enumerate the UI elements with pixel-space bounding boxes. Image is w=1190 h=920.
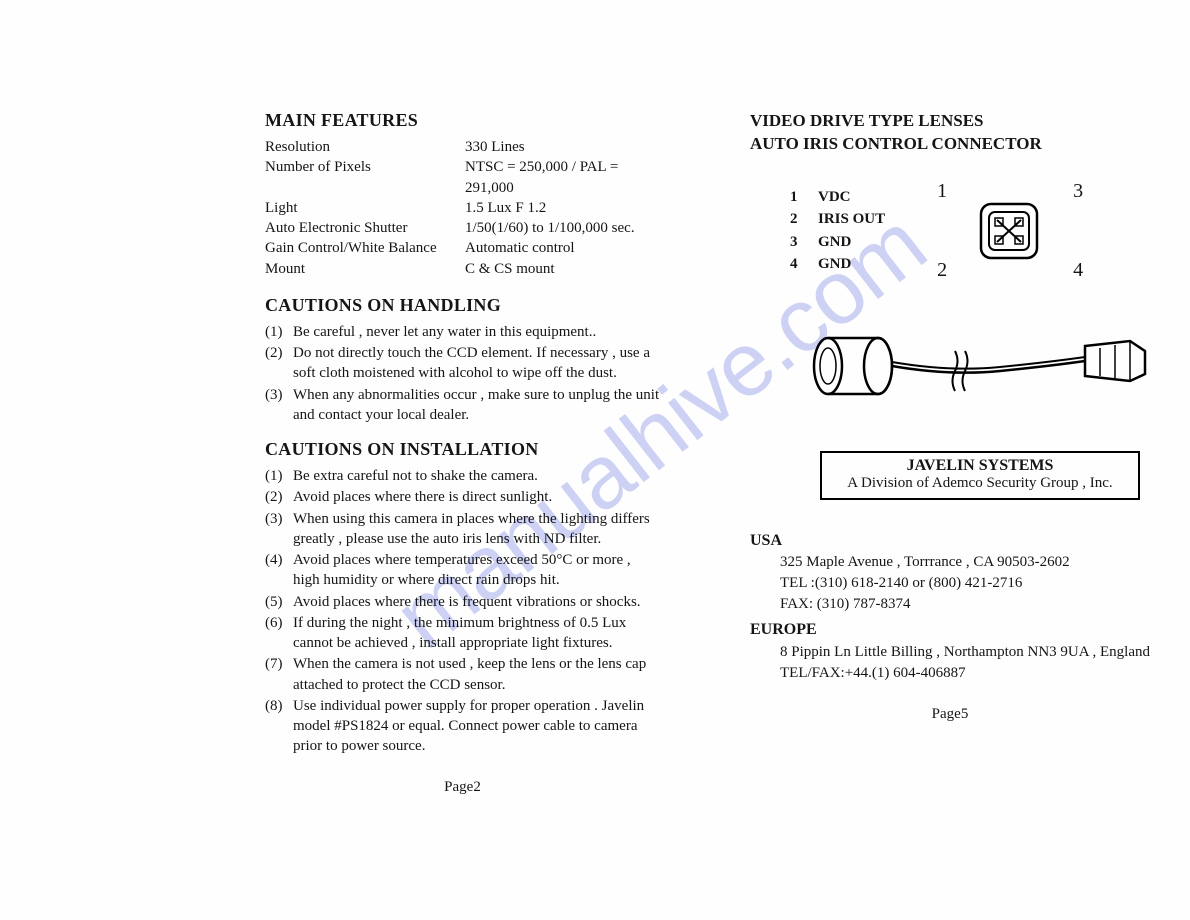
- item-number: (1): [265, 322, 293, 342]
- region-usa: USA: [750, 530, 1150, 552]
- pin-number: 4: [790, 253, 804, 276]
- item-text: When using this camera in places where t…: [293, 509, 660, 550]
- item-number: (4): [265, 550, 293, 591]
- feature-label: Mount: [265, 259, 465, 279]
- list-item: (2)Avoid places where there is direct su…: [265, 487, 660, 507]
- pin-number: 1: [790, 186, 804, 209]
- list-item: (1)Be extra careful not to shake the cam…: [265, 466, 660, 486]
- pin-label: GND: [818, 231, 851, 254]
- list-item: (6)If during the night , the minimum bri…: [265, 613, 660, 654]
- lens-cable-diagram: [800, 326, 1150, 411]
- address-line: 8 Pippin Ln Little Billing , Northampton…: [780, 642, 1150, 663]
- feature-label: Number of Pixels: [265, 157, 465, 198]
- pin-row: 1 VDC: [790, 186, 885, 209]
- company-subtitle: A Division of Ademco Security Group , In…: [830, 475, 1130, 492]
- left-page: MAIN FEATURES Resolution330 Lines Number…: [30, 110, 670, 796]
- page-number-left: Page2: [265, 779, 660, 796]
- features-table: Resolution330 Lines Number of PixelsNTSC…: [265, 137, 660, 279]
- pin-table: 1 VDC 2 IRIS OUT 3 GND 4 GND: [790, 186, 885, 276]
- page-number-right: Page5: [750, 706, 1150, 723]
- item-text: Do not directly touch the CCD element. I…: [293, 343, 660, 384]
- item-number: (8): [265, 696, 293, 757]
- main-features-heading: MAIN FEATURES: [265, 110, 660, 131]
- cautions-install-list: (1)Be extra careful not to shake the cam…: [265, 466, 660, 757]
- item-number: (5): [265, 592, 293, 612]
- pin-row: 3 GND: [790, 231, 885, 254]
- address-line: 325 Maple Avenue , Torrrance , CA 90503-…: [780, 552, 1150, 573]
- feature-value: 1/50(1/60) to 1/100,000 sec.: [465, 218, 660, 238]
- feature-value: Automatic control: [465, 238, 660, 258]
- list-item: (8)Use individual power supply for prope…: [265, 696, 660, 757]
- address-block: USA 325 Maple Avenue , Torrrance , CA 90…: [750, 530, 1150, 684]
- item-text: Avoid places where temperatures exceed 5…: [293, 550, 660, 591]
- list-item: (2)Do not directly touch the CCD element…: [265, 343, 660, 384]
- feature-label: Auto Electronic Shutter: [265, 218, 465, 238]
- pin-number: 3: [790, 231, 804, 254]
- lens-cable-icon: [800, 326, 1150, 406]
- corner-label: 4: [1073, 259, 1083, 282]
- cautions-handling-heading: CAUTIONS ON HANDLING: [265, 295, 660, 316]
- region-europe: EUROPE: [750, 619, 1150, 641]
- item-text: Use individual power supply for proper o…: [293, 696, 660, 757]
- corner-label: 3: [1073, 180, 1083, 203]
- item-number: (7): [265, 654, 293, 695]
- address-line: TEL/FAX:+44.(1) 604-406887: [780, 663, 1150, 684]
- cautions-install-heading: CAUTIONS ON INSTALLATION: [265, 439, 660, 460]
- item-number: (6): [265, 613, 293, 654]
- item-number: (3): [265, 509, 293, 550]
- connector-diagram: 1 3 2 4: [945, 186, 1075, 276]
- feature-label: Light: [265, 198, 465, 218]
- item-text: Avoid places where there is direct sunli…: [293, 487, 660, 507]
- pin-label: VDC: [818, 186, 851, 209]
- corner-label: 1: [937, 180, 947, 203]
- address-line: FAX: (310) 787-8374: [780, 594, 1150, 615]
- corner-label: 2: [937, 259, 947, 282]
- heading-line: AUTO IRIS CONTROL CONNECTOR: [750, 133, 1150, 156]
- item-text: When any abnormalities occur , make sure…: [293, 385, 660, 426]
- connector-icon: [969, 196, 1049, 266]
- item-text: Be extra careful not to shake the camera…: [293, 466, 660, 486]
- item-text: Avoid places where there is frequent vib…: [293, 592, 660, 612]
- feature-row: MountC & CS mount: [265, 259, 660, 279]
- feature-row: Light1.5 Lux F 1.2: [265, 198, 660, 218]
- company-name: JAVELIN SYSTEMS: [830, 457, 1130, 475]
- heading-line: VIDEO DRIVE TYPE LENSES: [750, 110, 1150, 133]
- feature-label: Gain Control/White Balance: [265, 238, 465, 258]
- feature-value: 1.5 Lux F 1.2: [465, 198, 660, 218]
- feature-row: Gain Control/White BalanceAutomatic cont…: [265, 238, 660, 258]
- pin-label: GND: [818, 253, 851, 276]
- list-item: (7)When the camera is not used , keep th…: [265, 654, 660, 695]
- item-number: (2): [265, 343, 293, 384]
- right-heading: VIDEO DRIVE TYPE LENSES AUTO IRIS CONTRO…: [750, 110, 1150, 156]
- list-item: (3)When any abnormalities occur , make s…: [265, 385, 660, 426]
- page-spread: MAIN FEATURES Resolution330 Lines Number…: [0, 0, 1190, 826]
- item-number: (1): [265, 466, 293, 486]
- pin-label: IRIS OUT: [818, 208, 885, 231]
- right-page: VIDEO DRIVE TYPE LENSES AUTO IRIS CONTRO…: [720, 110, 1160, 796]
- feature-row: Resolution330 Lines: [265, 137, 660, 157]
- item-number: (2): [265, 487, 293, 507]
- list-item: (3)When using this camera in places wher…: [265, 509, 660, 550]
- pin-area: 1 VDC 2 IRIS OUT 3 GND 4 GND 1 3 2 4: [790, 186, 1150, 276]
- feature-row: Number of PixelsNTSC = 250,000 / PAL = 2…: [265, 157, 660, 198]
- address-line: TEL :(310) 618-2140 or (800) 421-2716: [780, 573, 1150, 594]
- item-text: Be careful , never let any water in this…: [293, 322, 660, 342]
- item-text: If during the night , the minimum bright…: [293, 613, 660, 654]
- pin-row: 4 GND: [790, 253, 885, 276]
- feature-row: Auto Electronic Shutter 1/50(1/60) to 1/…: [265, 218, 660, 238]
- list-item: (5)Avoid places where there is frequent …: [265, 592, 660, 612]
- cautions-handling-list: (1)Be careful , never let any water in t…: [265, 322, 660, 425]
- pin-number: 2: [790, 208, 804, 231]
- item-text: When the camera is not used , keep the l…: [293, 654, 660, 695]
- feature-label: Resolution: [265, 137, 465, 157]
- feature-value: C & CS mount: [465, 259, 660, 279]
- feature-value: 330 Lines: [465, 137, 660, 157]
- feature-value: NTSC = 250,000 / PAL = 291,000: [465, 157, 660, 198]
- pin-row: 2 IRIS OUT: [790, 208, 885, 231]
- list-item: (4)Avoid places where temperatures excee…: [265, 550, 660, 591]
- list-item: (1)Be careful , never let any water in t…: [265, 322, 660, 342]
- item-number: (3): [265, 385, 293, 426]
- company-box: JAVELIN SYSTEMS A Division of Ademco Sec…: [820, 451, 1140, 500]
